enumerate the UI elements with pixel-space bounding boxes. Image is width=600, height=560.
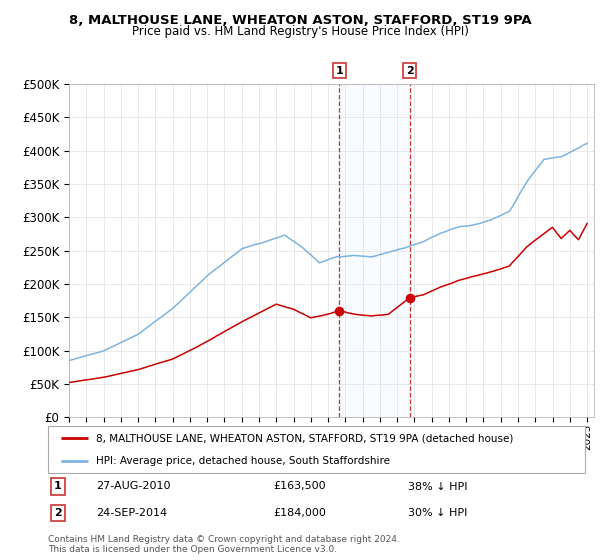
Text: 27-AUG-2010: 27-AUG-2010: [97, 482, 171, 492]
Text: 38% ↓ HPI: 38% ↓ HPI: [408, 482, 467, 492]
Bar: [339, 84, 410, 417]
Text: 8, MALTHOUSE LANE, WHEATON ASTON, STAFFORD, ST19 9PA (detached house): 8, MALTHOUSE LANE, WHEATON ASTON, STAFFO…: [97, 433, 514, 444]
Point: [405, 293, 415, 302]
Text: Contains HM Land Registry data © Crown copyright and database right 2024.
This d: Contains HM Land Registry data © Crown c…: [48, 535, 400, 554]
Text: 1: 1: [54, 482, 62, 492]
Text: 2: 2: [406, 66, 413, 76]
Text: HPI: Average price, detached house, South Staffordshire: HPI: Average price, detached house, Sout…: [97, 456, 391, 466]
Text: 8, MALTHOUSE LANE, WHEATON ASTON, STAFFORD, ST19 9PA: 8, MALTHOUSE LANE, WHEATON ASTON, STAFFO…: [68, 14, 532, 27]
Text: 30% ↓ HPI: 30% ↓ HPI: [408, 508, 467, 518]
Text: 1: 1: [335, 66, 343, 76]
Point: [334, 306, 344, 315]
Text: £184,000: £184,000: [274, 508, 326, 518]
Text: 24-SEP-2014: 24-SEP-2014: [97, 508, 167, 518]
Text: £163,500: £163,500: [274, 482, 326, 492]
FancyBboxPatch shape: [48, 426, 585, 473]
Text: 2: 2: [54, 508, 62, 518]
Text: Price paid vs. HM Land Registry's House Price Index (HPI): Price paid vs. HM Land Registry's House …: [131, 25, 469, 38]
